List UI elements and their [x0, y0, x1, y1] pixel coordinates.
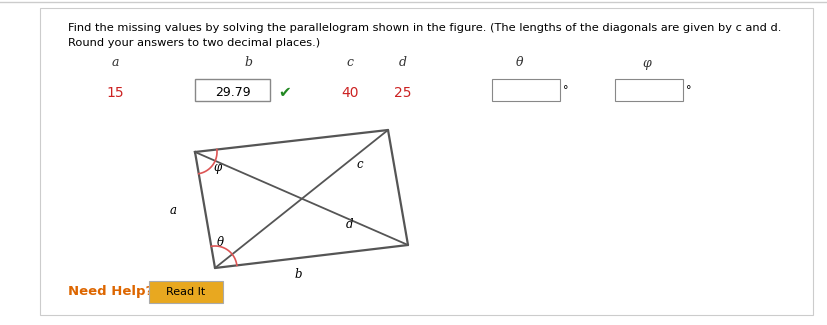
Text: 29.79: 29.79	[214, 86, 250, 99]
Text: Round your answers to two decimal places.): Round your answers to two decimal places…	[68, 38, 320, 48]
Text: 15: 15	[106, 86, 124, 100]
Text: 25: 25	[394, 86, 411, 100]
FancyBboxPatch shape	[195, 79, 270, 101]
Text: d: d	[399, 57, 407, 70]
FancyBboxPatch shape	[491, 79, 559, 101]
Text: φ: φ	[642, 57, 651, 70]
Text: b: b	[294, 268, 301, 281]
FancyBboxPatch shape	[149, 281, 222, 303]
Text: φ: φ	[213, 162, 222, 175]
Text: °: °	[562, 85, 568, 95]
Text: Read It: Read It	[166, 287, 205, 297]
Text: a: a	[111, 57, 118, 70]
FancyBboxPatch shape	[40, 8, 812, 315]
Text: d: d	[346, 218, 353, 231]
Text: °: °	[686, 85, 691, 95]
Text: ✔: ✔	[279, 85, 291, 100]
Text: θ: θ	[216, 236, 223, 249]
Text: Find the missing values by solving the parallelogram shown in the figure. (The l: Find the missing values by solving the p…	[68, 23, 781, 33]
Text: b: b	[244, 57, 251, 70]
Text: a: a	[170, 203, 176, 216]
Text: c: c	[356, 159, 363, 172]
Text: 40: 40	[341, 86, 358, 100]
Text: Need Help?: Need Help?	[68, 285, 153, 298]
FancyBboxPatch shape	[614, 79, 682, 101]
Text: θ: θ	[515, 57, 523, 70]
Text: c: c	[346, 57, 353, 70]
